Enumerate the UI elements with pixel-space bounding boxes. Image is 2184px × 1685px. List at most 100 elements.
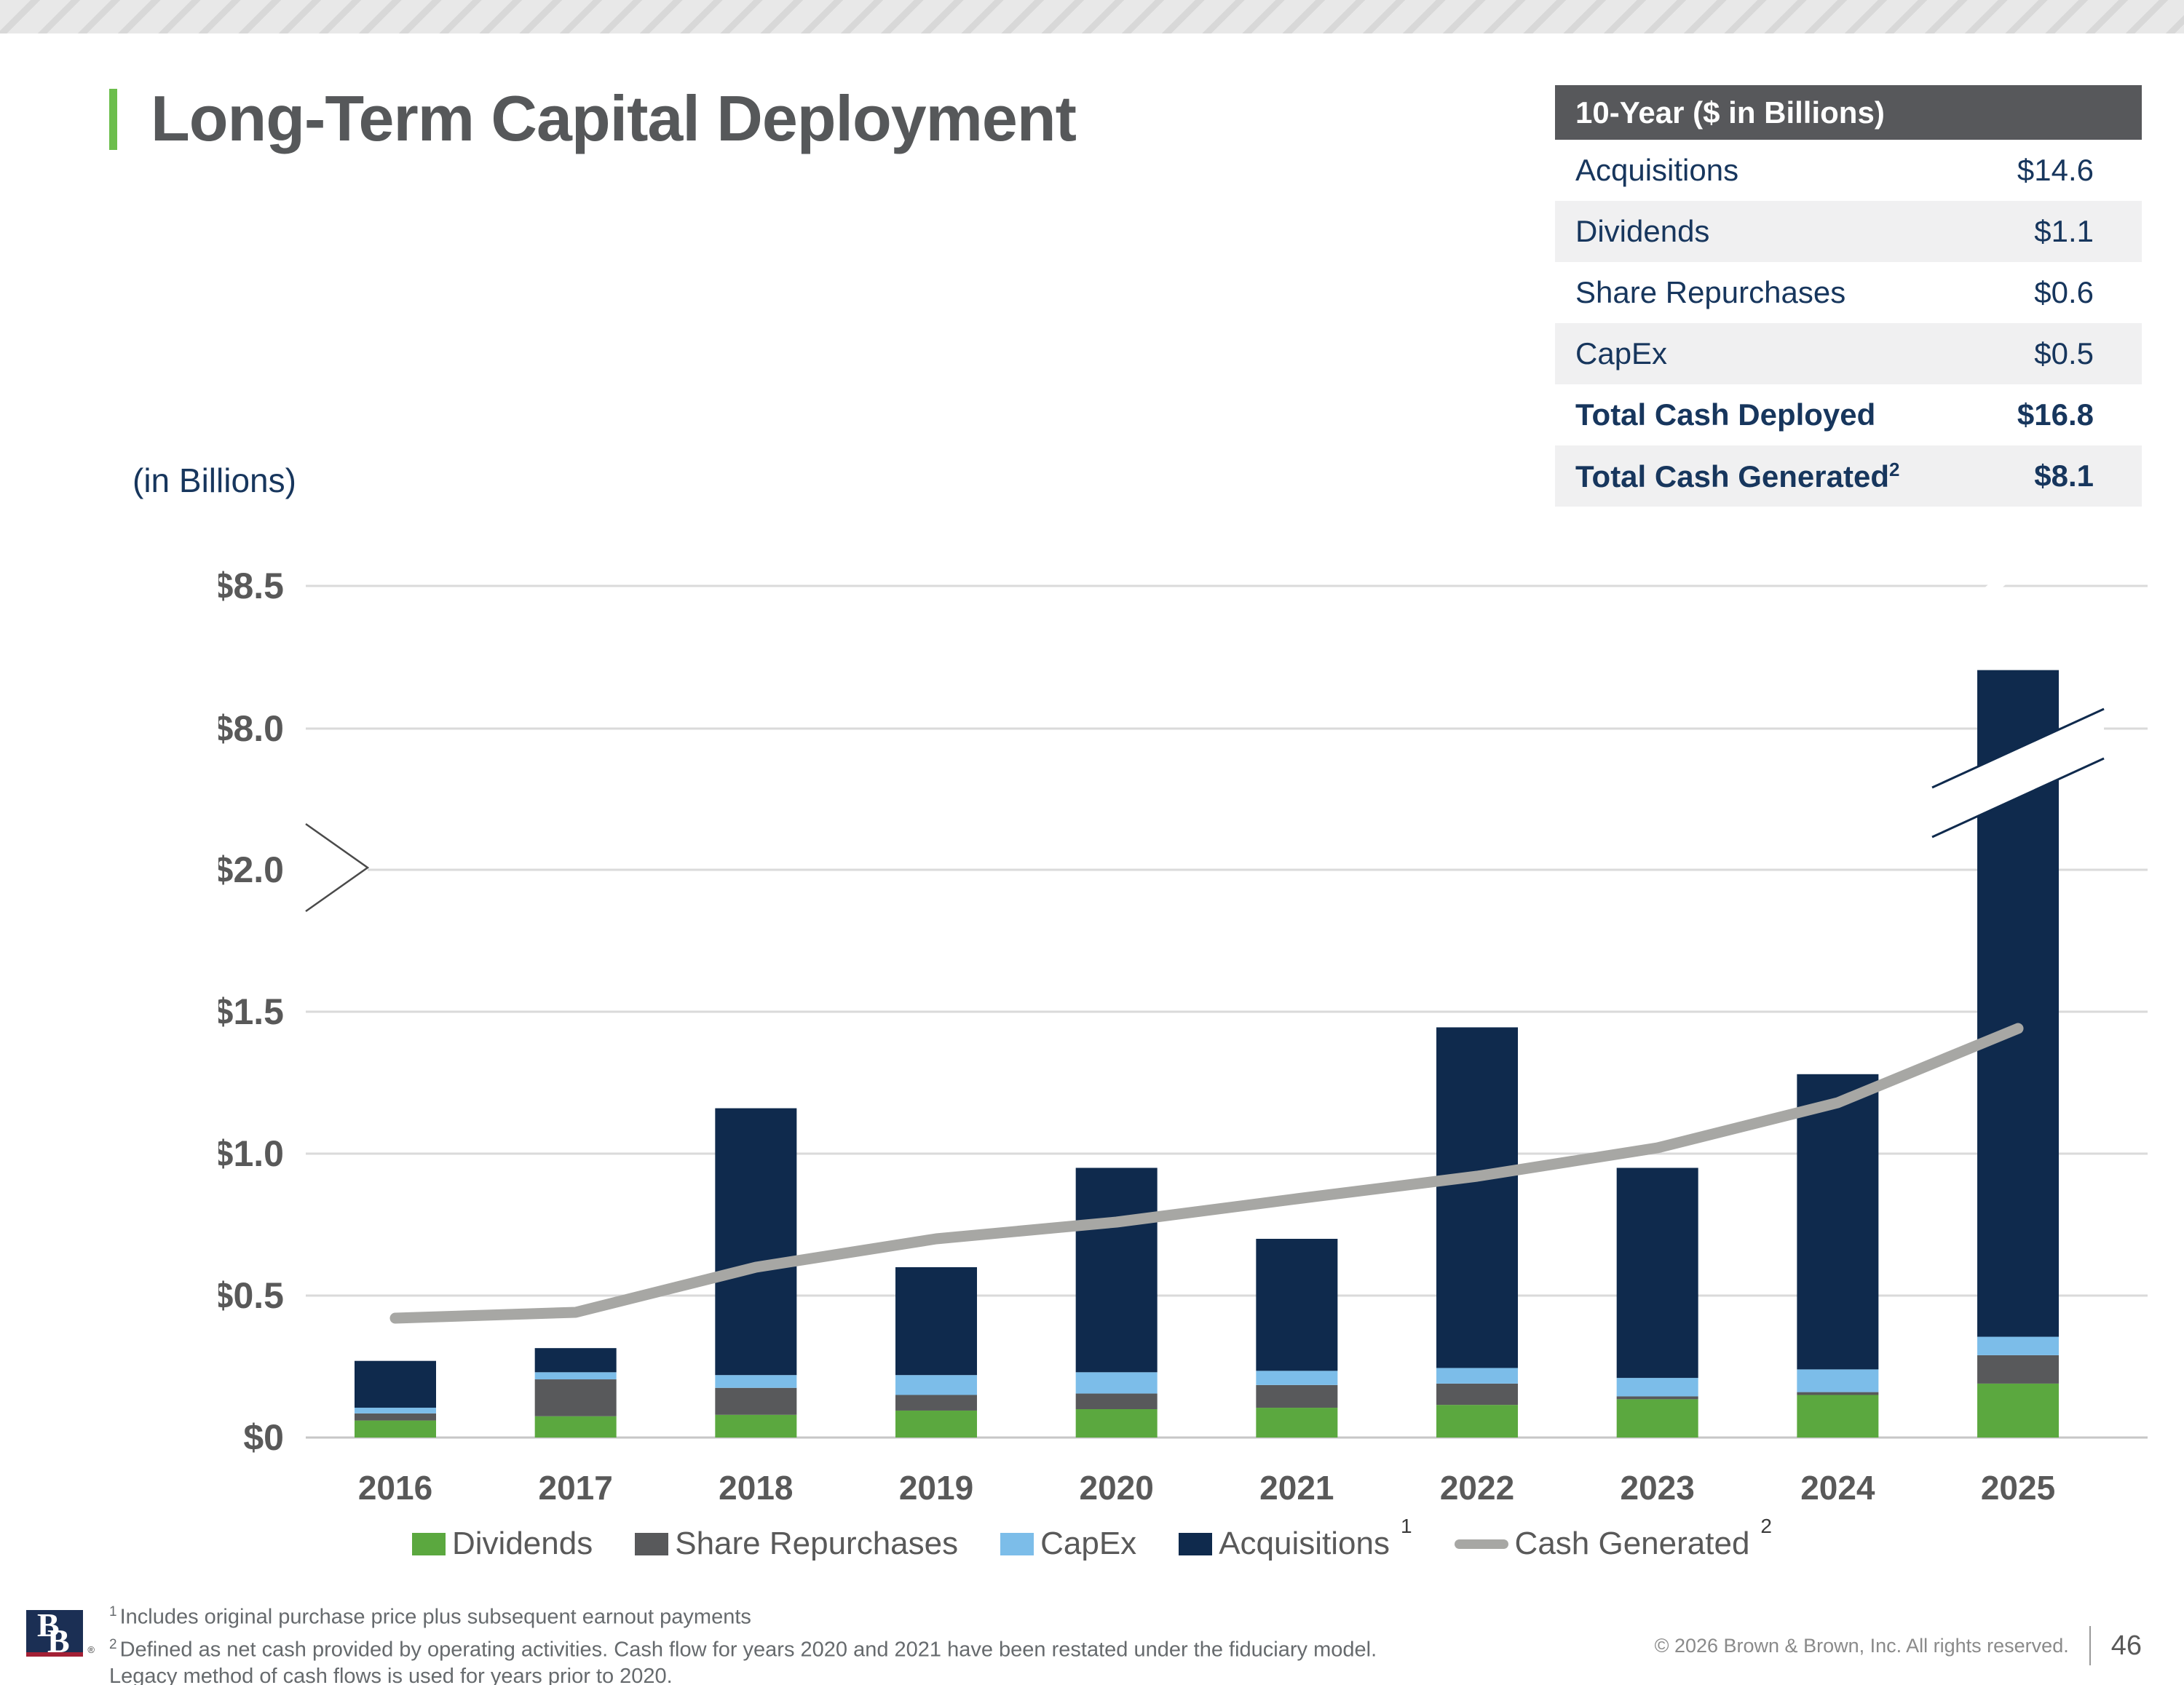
legend-label: Share Repurchases: [675, 1526, 959, 1561]
row-label: CapEx: [1575, 336, 1668, 370]
x-tick-label: 2016: [358, 1469, 432, 1507]
footnote-line: 2 Defined as net cash provided by operati…: [109, 1636, 1377, 1662]
row-label: Total Cash Deployed: [1575, 397, 1876, 432]
bar-segment-capex: [355, 1408, 436, 1414]
x-tick-label: 2021: [1259, 1469, 1334, 1507]
bar-segment-capex: [1436, 1368, 1519, 1384]
x-tick-label: 2025: [1981, 1469, 2055, 1507]
bar-segment-share-repurchases: [1797, 1392, 1879, 1395]
bar-segment-dividends: [1075, 1409, 1158, 1438]
legend-line-swatch-icon: [1454, 1539, 1508, 1549]
row-label: Share Repurchases: [1575, 275, 1846, 309]
registered-mark: ®: [87, 1644, 95, 1655]
bar-break-edge: [1931, 707, 2105, 789]
bar-segment-acquisitions: [1075, 1167, 1158, 1373]
bar-segment-capex: [1616, 1378, 1698, 1397]
bar-segment-acquisitions: [534, 1348, 617, 1373]
bar-segment-capex: [1977, 1336, 2060, 1355]
logo-letter-top: B: [37, 1606, 60, 1644]
x-tick-label: 2024: [1800, 1469, 1875, 1507]
footer-divider: [2089, 1626, 2091, 1665]
footnotes: 1 Includes original purchase price plus s…: [109, 1598, 1377, 1685]
page-title: Long-Term Capital Deployment: [151, 82, 1077, 154]
summary-table: 10-Year ($ in Billions) Acquisitions $14.…: [1555, 85, 2142, 507]
bar-segment-share-repurchases: [355, 1413, 436, 1421]
summary-table-rows: Acquisitions $14.6 Dividends $1.1 Share Repu…: [1555, 140, 2142, 507]
summary-table-row: CapEx $0.5: [1555, 323, 2142, 384]
summary-table-row: Dividends $1.1: [1555, 201, 2142, 262]
legend-swatch-icon: [412, 1532, 446, 1555]
bar-segment-share-repurchases: [1075, 1393, 1158, 1409]
summary-table-row: Acquisitions $14.6: [1555, 140, 2142, 201]
footnote-line: Legacy method of cash flows is used for …: [109, 1665, 673, 1685]
bar-segment-capex: [1075, 1372, 1158, 1394]
row-label: Acquisitions: [1575, 153, 1739, 187]
axis-break-chevron-icon: [305, 822, 370, 913]
bar-segment-acquisitions: [895, 1267, 978, 1376]
gridline-break-notch: [1960, 566, 2029, 608]
x-tick-label: 2018: [719, 1469, 793, 1507]
legend-item-acquisitions: Acquisitions 1: [1179, 1515, 1412, 1562]
bar-segment-share-repurchases: [534, 1379, 617, 1416]
bar-segment-share-repurchases: [1436, 1383, 1519, 1406]
row-label: Dividends: [1575, 214, 1710, 248]
bar-segment-capex: [534, 1372, 617, 1380]
y-tick-label: $1.5: [218, 991, 284, 1032]
legend-item-capex: CapEx: [1000, 1526, 1136, 1562]
footer-right: © 2026 Brown & Brown, Inc. All rights re…: [1655, 1626, 2142, 1665]
legend-label: Cash Generated: [1514, 1526, 1750, 1561]
copyright-text: © 2026 Brown & Brown, Inc. All rights re…: [1654, 1634, 2069, 1657]
row-value: $1.1: [2034, 214, 2094, 248]
row-value: $0.5: [2034, 336, 2094, 370]
y-axis-unit-label: (in Billions): [132, 461, 296, 499]
bar-segment-share-repurchases: [895, 1395, 978, 1411]
brown-and-brown-logo: B B ®: [26, 1606, 95, 1660]
summary-table-row: Share Repurchases $0.6: [1555, 262, 2142, 323]
title-block: Long-Term Capital Deployment: [109, 82, 1077, 156]
bar-segment-acquisitions: [1616, 1167, 1698, 1379]
striped-top-banner: [0, 0, 2184, 33]
summary-table-header: 10-Year ($ in Billions): [1555, 85, 2142, 140]
bar-segment-dividends: [1977, 1383, 2060, 1438]
row-value: $0.6: [2034, 275, 2094, 309]
bar-segment-capex: [895, 1375, 978, 1395]
bar-break-edge: [1931, 757, 2105, 838]
title-accent-bar: [109, 89, 117, 150]
page-number: 46: [2110, 1630, 2142, 1661]
y-tick-label: $1.0: [218, 1133, 284, 1174]
legend-item-cash-generated: Cash Generated 2: [1454, 1515, 1772, 1562]
bar-segment-share-repurchases: [1256, 1384, 1338, 1408]
bar-segment-share-repurchases: [1616, 1396, 1698, 1400]
bar-segment-acquisitions: [1797, 1074, 1879, 1370]
y-tick-label: $8.5: [218, 566, 284, 606]
x-tick-label: 2020: [1080, 1469, 1154, 1507]
chart-legend: Dividends Share Repurchases CapEx Acquisiti…: [0, 1515, 2184, 1562]
bar-segment-dividends: [895, 1410, 978, 1438]
bar-segment-dividends: [715, 1414, 797, 1438]
bar-segment-dividends: [1616, 1399, 1698, 1438]
legend-swatch-icon: [635, 1532, 669, 1555]
y-tick-label: $8.0: [218, 708, 284, 749]
bar-segment-acquisitions: [715, 1108, 797, 1376]
summary-table-row: Total Cash Generated2 $8.1: [1555, 445, 2142, 507]
capital-deployment-chart: $0 $0.5 $1.0 $1.5 $2.0 $8.0 $8.5 2016 2017 2018 20…: [218, 566, 2148, 1507]
bar-segment-capex: [715, 1375, 797, 1388]
bar-segment-dividends: [1256, 1408, 1338, 1438]
legend-swatch-icon: [1179, 1532, 1213, 1555]
row-value: $8.1: [2034, 459, 2094, 493]
bar-segment-share-repurchases: [715, 1387, 797, 1415]
y-tick-label: $0.5: [218, 1275, 284, 1316]
bar-segment-share-repurchases: [1977, 1355, 2060, 1384]
x-tick-label: 2022: [1440, 1469, 1514, 1507]
legend-label: Acquisitions: [1219, 1526, 1390, 1561]
legend-item-share-repurchases: Share Repurchases: [635, 1526, 958, 1562]
bar-segment-dividends: [355, 1420, 436, 1438]
summary-table-row: Total Cash Deployed $16.8: [1555, 384, 2142, 445]
bar-break-band: [1932, 709, 2105, 837]
logo-letter-bottom: B: [47, 1622, 70, 1660]
row-value: $14.6: [2017, 153, 2094, 187]
row-label: Total Cash Generated2: [1575, 458, 1900, 493]
bar-segment-acquisitions: [1436, 1027, 1519, 1368]
x-tick-label: 2019: [899, 1469, 973, 1507]
